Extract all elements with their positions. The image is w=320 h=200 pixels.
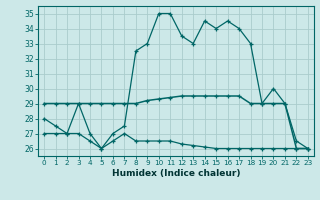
X-axis label: Humidex (Indice chaleur): Humidex (Indice chaleur) [112, 169, 240, 178]
